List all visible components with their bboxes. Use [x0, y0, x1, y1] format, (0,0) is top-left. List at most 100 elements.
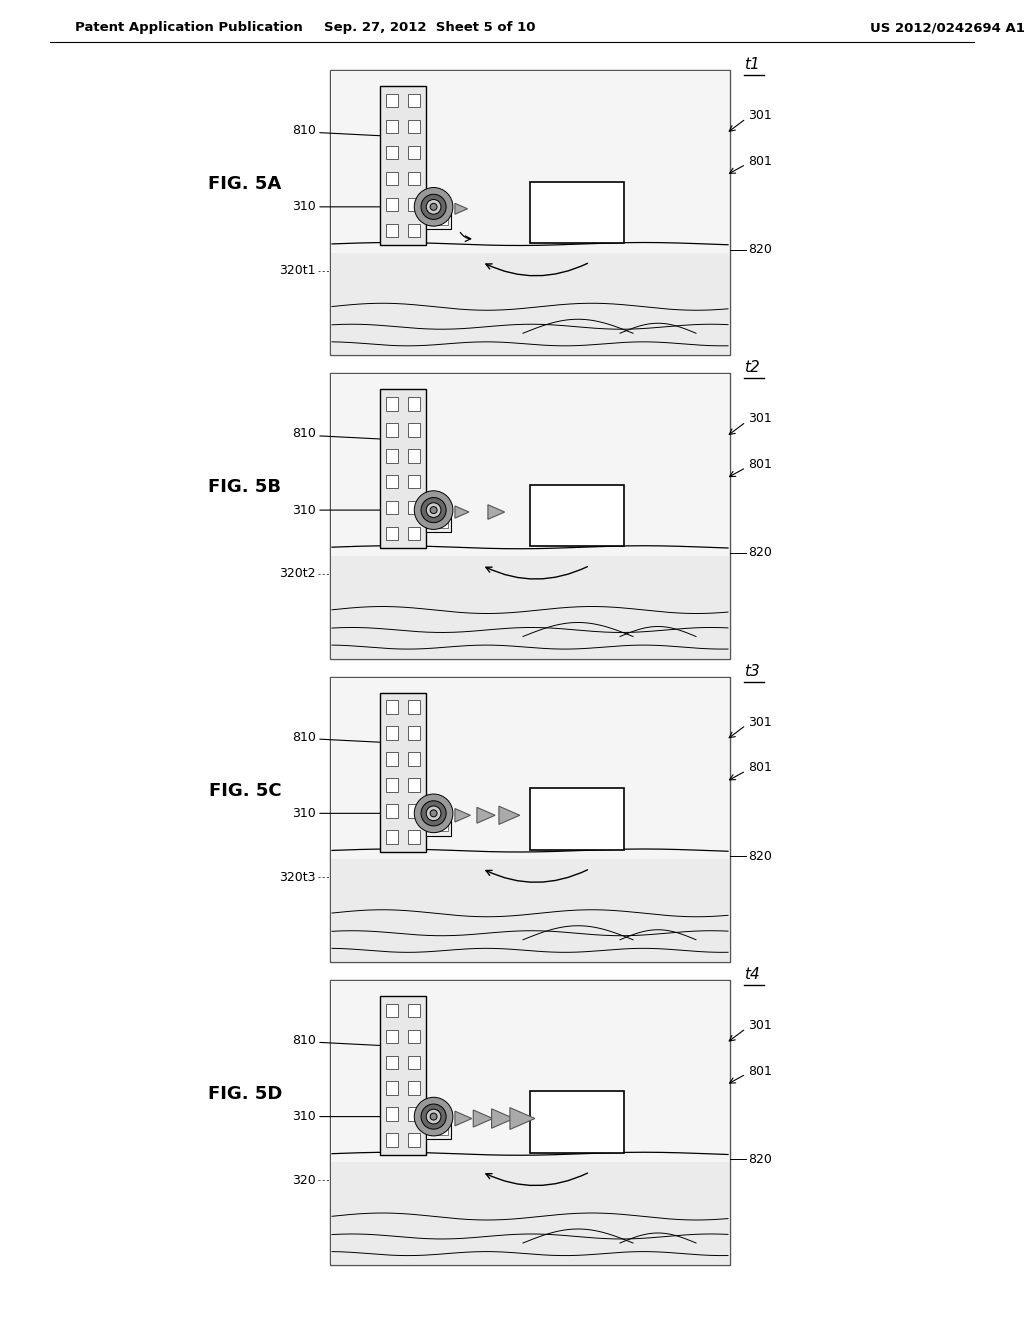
- Bar: [331, 71, 729, 252]
- Text: 801: 801: [748, 154, 772, 168]
- Text: 810: 810: [292, 730, 316, 743]
- Circle shape: [421, 801, 446, 826]
- Bar: [385, 701, 398, 714]
- Bar: [408, 1056, 421, 1069]
- Text: 810: 810: [292, 428, 316, 441]
- Bar: [385, 145, 398, 160]
- Bar: [385, 172, 398, 185]
- Bar: [430, 1113, 447, 1122]
- Bar: [430, 203, 447, 213]
- Text: 820: 820: [748, 243, 772, 256]
- Bar: [330, 374, 730, 659]
- Bar: [385, 475, 398, 488]
- Bar: [408, 500, 421, 515]
- Bar: [430, 1126, 447, 1135]
- Bar: [408, 726, 421, 741]
- Bar: [408, 120, 421, 133]
- Text: 810: 810: [292, 124, 316, 137]
- Bar: [408, 449, 421, 462]
- Text: t2: t2: [744, 360, 760, 375]
- Bar: [408, 779, 421, 792]
- Polygon shape: [455, 1111, 472, 1126]
- Bar: [331, 1163, 729, 1265]
- Bar: [385, 397, 398, 411]
- Polygon shape: [473, 1110, 493, 1127]
- Polygon shape: [455, 809, 470, 822]
- Text: 310: 310: [292, 504, 316, 516]
- Text: 320t1: 320t1: [280, 264, 316, 277]
- Bar: [331, 677, 729, 859]
- Text: 310: 310: [292, 807, 316, 820]
- Bar: [385, 1134, 398, 1147]
- Circle shape: [421, 1104, 446, 1129]
- Text: FIG. 5D: FIG. 5D: [208, 1085, 283, 1102]
- Bar: [385, 1056, 398, 1069]
- Bar: [426, 201, 452, 230]
- Polygon shape: [487, 504, 505, 519]
- Bar: [408, 1030, 421, 1043]
- Bar: [530, 1092, 624, 1152]
- Bar: [408, 172, 421, 185]
- Text: t1: t1: [744, 57, 760, 73]
- Bar: [330, 676, 730, 962]
- Bar: [380, 995, 426, 1155]
- Bar: [380, 389, 426, 548]
- Bar: [430, 507, 447, 515]
- Text: 320t3: 320t3: [280, 871, 316, 883]
- Circle shape: [415, 187, 453, 226]
- Bar: [408, 223, 421, 238]
- Bar: [408, 424, 421, 437]
- Polygon shape: [477, 808, 495, 824]
- Bar: [408, 701, 421, 714]
- Bar: [430, 822, 447, 832]
- Bar: [385, 223, 398, 238]
- Bar: [380, 693, 426, 851]
- Bar: [408, 527, 421, 540]
- Text: 810: 810: [292, 1034, 316, 1047]
- Text: 310: 310: [292, 201, 316, 214]
- Bar: [331, 375, 729, 556]
- Bar: [385, 779, 398, 792]
- Text: US 2012/0242694 A1: US 2012/0242694 A1: [870, 21, 1024, 34]
- Bar: [385, 198, 398, 211]
- Text: 310: 310: [292, 1110, 316, 1123]
- Text: 820: 820: [748, 850, 772, 863]
- Circle shape: [426, 807, 441, 821]
- Bar: [408, 145, 421, 160]
- Circle shape: [415, 491, 453, 529]
- Bar: [331, 859, 729, 961]
- Text: FIG. 5C: FIG. 5C: [209, 781, 282, 800]
- Polygon shape: [499, 807, 520, 825]
- Text: t3: t3: [744, 664, 760, 678]
- Bar: [385, 752, 398, 766]
- Bar: [430, 216, 447, 224]
- Bar: [385, 500, 398, 515]
- Bar: [408, 1107, 421, 1121]
- Bar: [408, 198, 421, 211]
- Bar: [330, 70, 730, 355]
- Circle shape: [421, 194, 446, 219]
- Bar: [331, 252, 729, 354]
- Circle shape: [430, 810, 437, 817]
- Bar: [530, 484, 624, 546]
- Bar: [408, 94, 421, 107]
- Text: Patent Application Publication: Patent Application Publication: [75, 21, 303, 34]
- Text: 801: 801: [748, 1064, 772, 1077]
- Text: t4: t4: [744, 966, 760, 982]
- Circle shape: [430, 1113, 437, 1121]
- Text: 301: 301: [748, 715, 772, 729]
- Bar: [426, 504, 452, 532]
- Bar: [408, 397, 421, 411]
- Bar: [385, 120, 398, 133]
- Polygon shape: [510, 1107, 535, 1130]
- Circle shape: [415, 1097, 453, 1137]
- Bar: [530, 182, 624, 243]
- Text: FIG. 5A: FIG. 5A: [208, 176, 282, 193]
- Bar: [408, 830, 421, 843]
- Bar: [385, 94, 398, 107]
- Text: FIG. 5B: FIG. 5B: [209, 478, 282, 496]
- Bar: [426, 807, 452, 836]
- Text: 320: 320: [292, 1173, 316, 1187]
- Text: 301: 301: [748, 412, 772, 425]
- Polygon shape: [492, 1109, 514, 1129]
